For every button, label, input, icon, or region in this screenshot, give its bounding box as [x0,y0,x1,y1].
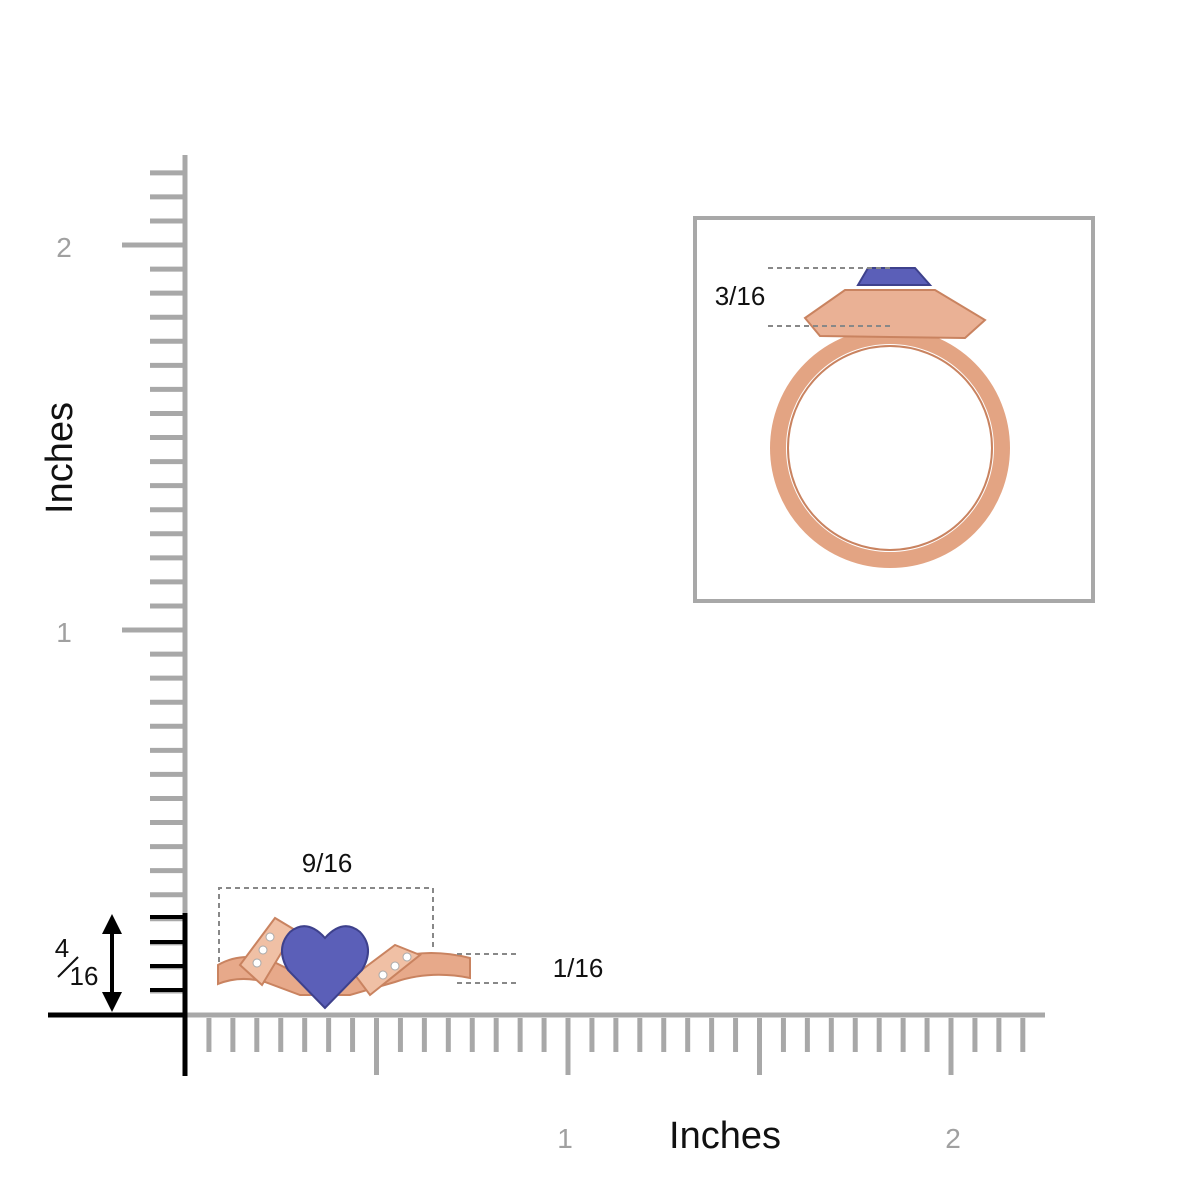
y-label: 1 [56,617,72,648]
y-title: Inches [39,402,81,514]
height-ticks [150,915,185,992]
ruler-ticks [122,170,1026,1075]
x-title: Inches [669,1115,781,1157]
dimension-lines [218,887,518,984]
x-label: 2 [945,1123,961,1154]
total-height-numerator: 4 [55,933,69,963]
total-height-denominator: 16 [70,961,99,991]
width-label: 9/16 [302,848,353,878]
ring-side-view [217,916,471,1010]
top-view-height-label: 3/16 [715,281,766,311]
height-label: 1/16 [553,953,604,983]
x-label: 1 [557,1123,573,1154]
inset-frame [693,216,1095,603]
fraction-slash [57,956,79,978]
inset-dimension-lines [768,267,890,327]
height-arrow [102,914,122,1012]
ring-front-view [770,267,1010,568]
y-label: 2 [56,232,72,263]
